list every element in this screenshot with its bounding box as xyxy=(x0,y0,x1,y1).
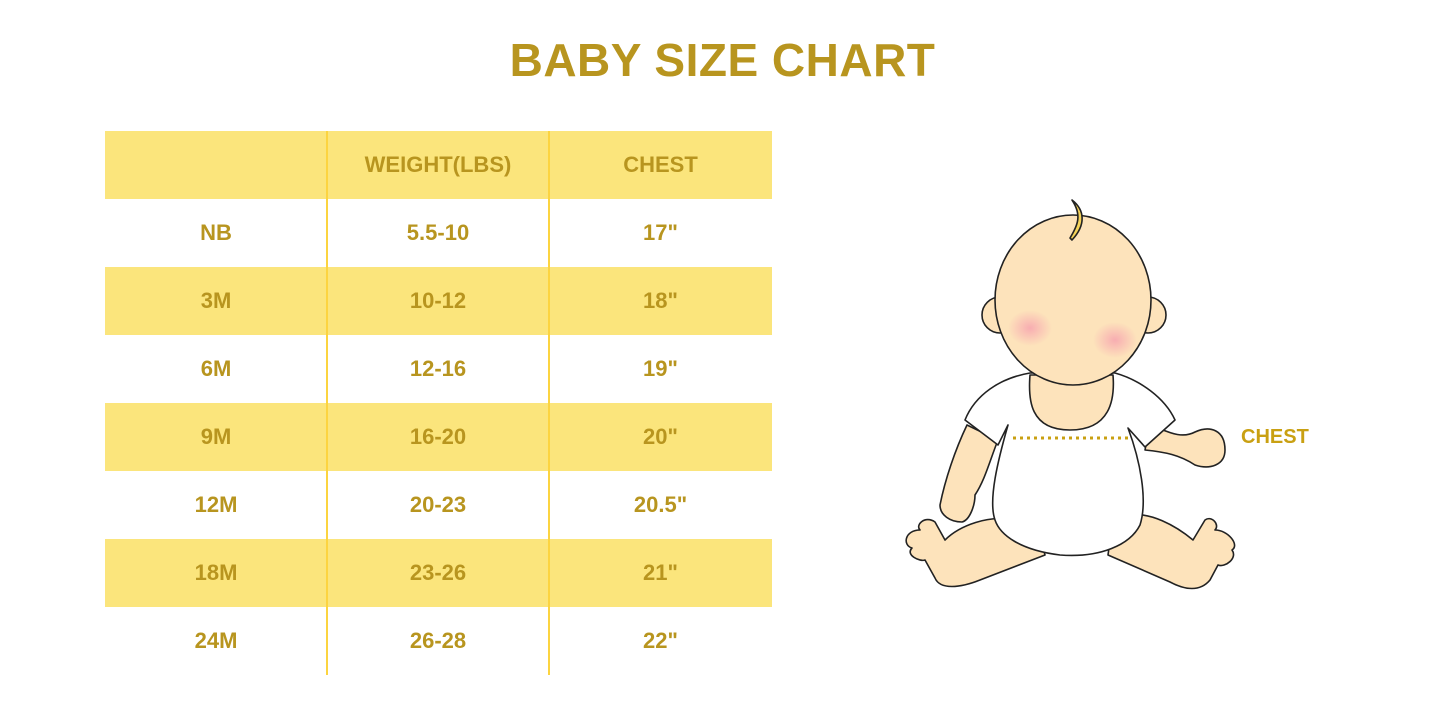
left-cheek xyxy=(1008,310,1052,346)
chest-cell: 20" xyxy=(643,424,678,449)
column-divider xyxy=(548,131,550,675)
header-cell: CHEST xyxy=(623,152,698,177)
size-table: WEIGHT(LBS) CHEST NB 5.5-10 17" 3M 10-12… xyxy=(105,131,772,675)
size-cell: 9M xyxy=(200,424,232,449)
weight-cell: 23-26 xyxy=(409,560,467,585)
size-cell: 3M xyxy=(200,288,232,313)
chest-cell: 20.5" xyxy=(633,492,688,517)
table-row: 24M 26-28 22" xyxy=(105,607,772,675)
chest-cell: 17" xyxy=(643,220,678,245)
head xyxy=(994,214,1152,386)
baby-illustration xyxy=(905,199,1236,590)
table-row: 18M 23-26 21" xyxy=(105,539,772,607)
shirt xyxy=(964,372,1176,557)
size-cell: 12M xyxy=(194,492,238,517)
right-leg xyxy=(1107,513,1236,590)
right-cheek xyxy=(1093,322,1137,358)
table-row: NB 5.5-10 17" xyxy=(105,199,772,267)
weight-cell: 5.5-10 xyxy=(406,220,470,245)
weight-cell: 20-23 xyxy=(409,492,467,517)
chest-cell: 21" xyxy=(643,560,678,585)
weight-cell: 16-20 xyxy=(409,424,467,449)
table-row: 3M 10-12 18" xyxy=(105,267,772,335)
weight-cell: 12-16 xyxy=(409,356,467,381)
size-cell: 6M xyxy=(200,356,232,381)
chest-cell: 19" xyxy=(643,356,678,381)
neck xyxy=(1028,374,1115,431)
chest-label: CHEST xyxy=(1241,426,1309,448)
hair-curl xyxy=(1069,199,1083,241)
left-arm xyxy=(939,424,999,523)
size-cell: 18M xyxy=(194,560,238,585)
chest-cell: 18" xyxy=(643,288,678,313)
chest-cell: 22" xyxy=(643,628,678,653)
size-cell: NB xyxy=(200,220,232,245)
weight-cell: 10-12 xyxy=(409,288,467,313)
weight-cell: 26-28 xyxy=(409,628,467,653)
right-arm xyxy=(1144,424,1226,468)
table-header-row: WEIGHT(LBS) CHEST xyxy=(105,131,772,199)
header-cell: WEIGHT(LBS) xyxy=(364,152,512,177)
table-row: 9M 16-20 20" xyxy=(105,403,772,471)
size-cell: 24M xyxy=(194,628,238,653)
page-title: BABY SIZE CHART xyxy=(509,34,936,86)
column-divider xyxy=(326,131,328,675)
table-row: 12M 20-23 20.5" xyxy=(105,471,772,539)
header-cell xyxy=(105,131,327,199)
table-row: 6M 12-16 19" xyxy=(105,335,772,403)
